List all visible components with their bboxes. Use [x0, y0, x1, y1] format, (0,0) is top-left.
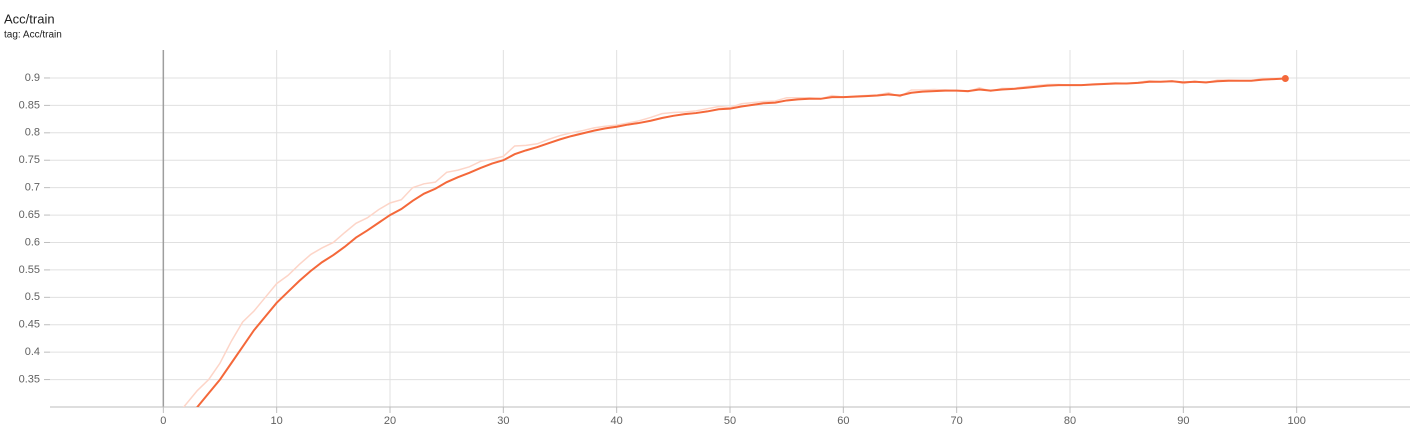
x-tick-label: 0 — [160, 415, 166, 427]
y-tick-label: 0.45 — [19, 319, 40, 331]
x-tick-label: 60 — [837, 415, 849, 427]
x-tick-label: 70 — [951, 415, 963, 427]
x-tick-label: 30 — [497, 415, 509, 427]
y-tick-label: 0.5 — [25, 291, 40, 303]
y-tick-label: 0.4 — [25, 346, 40, 358]
x-tick-label: 50 — [724, 415, 736, 427]
y-tick-label: 0.7 — [25, 182, 40, 194]
x-tick-label: 10 — [271, 415, 283, 427]
chart-title: Acc/train — [4, 11, 55, 26]
y-tick-label: 0.65 — [19, 209, 40, 221]
x-tick-label: 20 — [384, 415, 396, 427]
y-tick-label: 0.35 — [19, 373, 40, 385]
y-tick-label: 0.9 — [25, 72, 40, 84]
chart-subtitle: tag: Acc/train — [4, 30, 62, 41]
x-tick-label: 90 — [1177, 415, 1189, 427]
y-tick-label: 0.8 — [25, 127, 40, 139]
y-tick-label: 0.85 — [19, 99, 40, 111]
end-point — [1281, 75, 1289, 83]
series-line — [182, 77, 1286, 407]
x-tick-label: 40 — [611, 415, 623, 427]
y-tick-label: 0.55 — [19, 264, 40, 276]
y-tick-label: 0.75 — [19, 154, 40, 166]
x-tick-label: 80 — [1064, 415, 1076, 427]
series-line — [196, 77, 1286, 407]
x-tick-label: 100 — [1287, 415, 1305, 427]
y-tick-label: 0.6 — [25, 236, 40, 248]
